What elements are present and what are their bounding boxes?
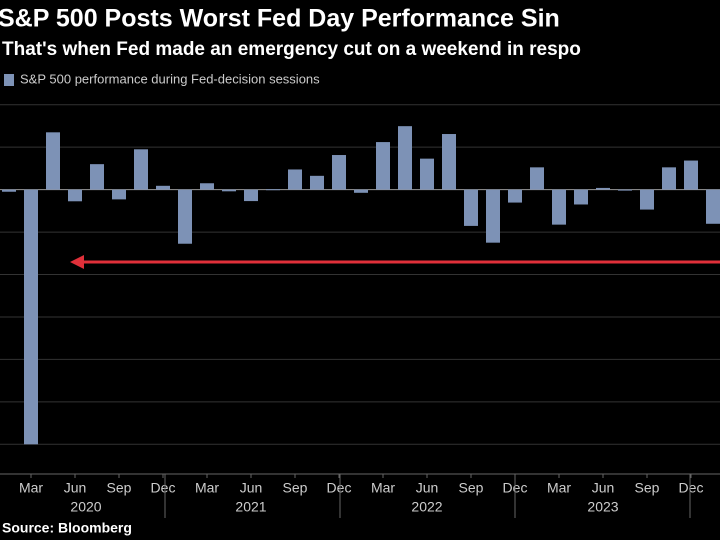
bar bbox=[266, 189, 280, 191]
bar bbox=[156, 185, 170, 190]
bar bbox=[310, 175, 324, 190]
x-tick-label: Mar bbox=[19, 480, 43, 496]
bar bbox=[332, 155, 346, 190]
bar bbox=[288, 169, 302, 190]
bar bbox=[508, 189, 522, 203]
bar bbox=[24, 189, 38, 445]
x-tick-label: Jun bbox=[240, 480, 263, 496]
year-label: 2021 bbox=[235, 499, 266, 515]
bar bbox=[530, 167, 544, 190]
bar bbox=[90, 164, 104, 190]
x-tick-label: Jun bbox=[416, 480, 439, 496]
source: Source: Bloomberg bbox=[2, 520, 132, 536]
bar bbox=[574, 189, 588, 205]
bar bbox=[376, 142, 390, 190]
bar bbox=[112, 189, 126, 200]
bar bbox=[640, 189, 654, 210]
legend-label: S&P 500 performance during Fed-decision … bbox=[20, 71, 320, 86]
legend-swatch bbox=[4, 74, 14, 86]
x-tick-label: Dec bbox=[679, 480, 704, 496]
x-tick-label: Sep bbox=[107, 480, 132, 496]
bar bbox=[486, 189, 500, 243]
x-tick-label: Mar bbox=[371, 480, 395, 496]
x-tick-label: Sep bbox=[459, 480, 484, 496]
bar bbox=[618, 189, 632, 191]
x-tick-label: Dec bbox=[327, 480, 352, 496]
bar bbox=[596, 187, 610, 190]
bar bbox=[398, 126, 412, 190]
x-tick-label: Dec bbox=[151, 480, 176, 496]
bar bbox=[420, 158, 434, 190]
bar bbox=[134, 149, 148, 190]
bar bbox=[354, 189, 368, 193]
x-tick-label: Jun bbox=[64, 480, 87, 496]
bar bbox=[464, 189, 478, 226]
bar bbox=[200, 183, 214, 190]
bar bbox=[552, 189, 566, 225]
arrow-head bbox=[70, 255, 84, 269]
bar bbox=[68, 189, 82, 202]
bar bbox=[244, 189, 258, 202]
bar bbox=[706, 189, 720, 224]
bar bbox=[222, 189, 236, 192]
x-tick-label: Mar bbox=[195, 480, 219, 496]
chart-title: S&P 500 Posts Worst Fed Day Performance … bbox=[0, 5, 560, 33]
year-label: 2022 bbox=[411, 499, 442, 515]
bar bbox=[46, 132, 60, 190]
bar bbox=[684, 160, 698, 190]
year-label: 2023 bbox=[587, 499, 618, 515]
year-label: 2020 bbox=[70, 499, 101, 515]
x-tick-label: Sep bbox=[283, 480, 308, 496]
bar bbox=[2, 189, 16, 192]
bar bbox=[442, 134, 456, 190]
bar bbox=[178, 189, 192, 244]
x-tick-label: Mar bbox=[547, 480, 571, 496]
chart-subtitle: That's when Fed made an emergency cut on… bbox=[2, 39, 581, 60]
bar bbox=[662, 167, 676, 190]
x-tick-label: Jun bbox=[592, 480, 615, 496]
x-tick-label: Sep bbox=[635, 480, 660, 496]
